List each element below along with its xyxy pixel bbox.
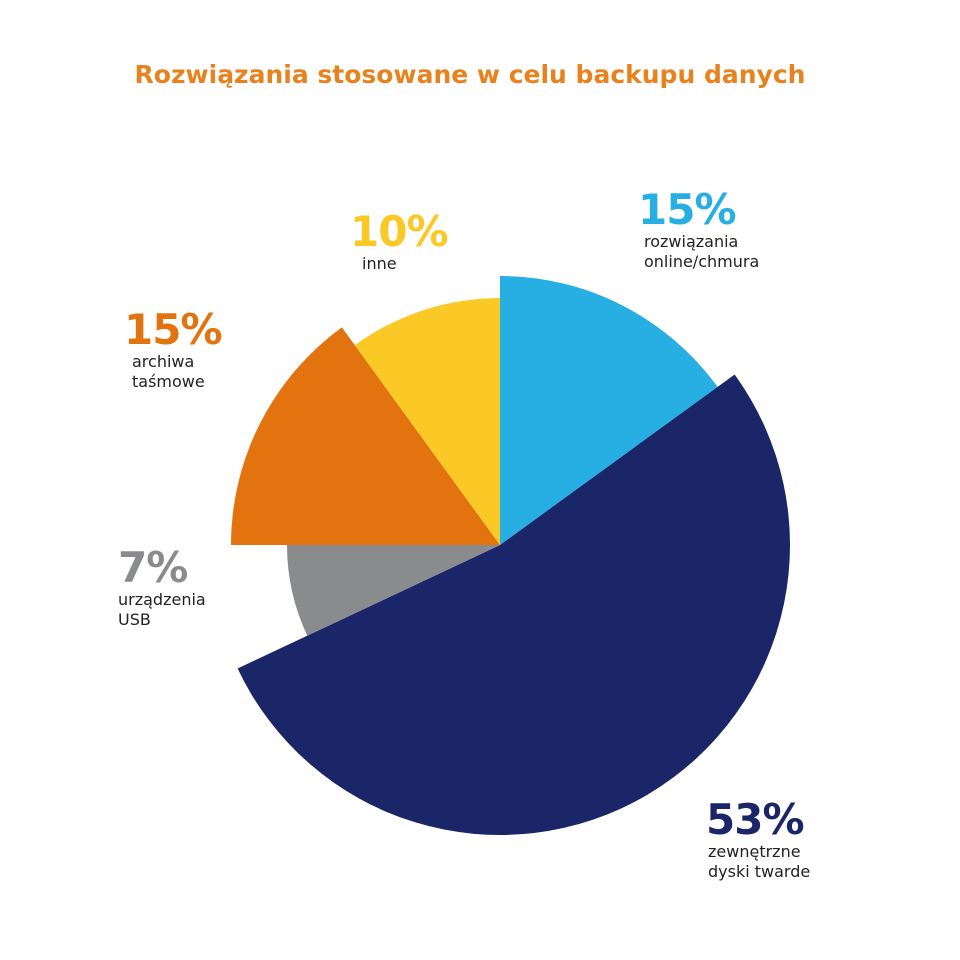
text-usb: urządzenia USB (118, 590, 206, 629)
label-dyski: 53% zewnętrzne dyski twarde (706, 798, 828, 882)
label-usb: 7% urządzenia USB (118, 546, 218, 630)
slice-online (500, 276, 718, 545)
label-online: 15% rozwiązania online/chmura (638, 188, 794, 272)
pct-archiwa: 15% (124, 305, 223, 354)
text-online: rozwiązania online/chmura (644, 232, 760, 271)
text-archiwa: archiwa taśmowe (132, 352, 205, 391)
text-inne: inne (362, 254, 397, 273)
chart-title: Rozwiązania stosowane w celu backupu dan… (134, 60, 806, 89)
pct-dyski: 53% (706, 795, 805, 844)
slice-archiwa (231, 327, 500, 545)
slice-dyski (237, 374, 790, 835)
pct-usb: 7% (118, 543, 188, 592)
pct-online: 15% (638, 185, 737, 234)
label-inne: 10% inne (350, 207, 449, 274)
text-dyski: zewnętrzne dyski twarde (708, 842, 811, 881)
label-archiwa: 15% archiwa taśmowe (124, 305, 223, 392)
slice-inne (354, 298, 500, 545)
slice-usb (287, 545, 500, 636)
pct-inne: 10% (350, 207, 449, 256)
